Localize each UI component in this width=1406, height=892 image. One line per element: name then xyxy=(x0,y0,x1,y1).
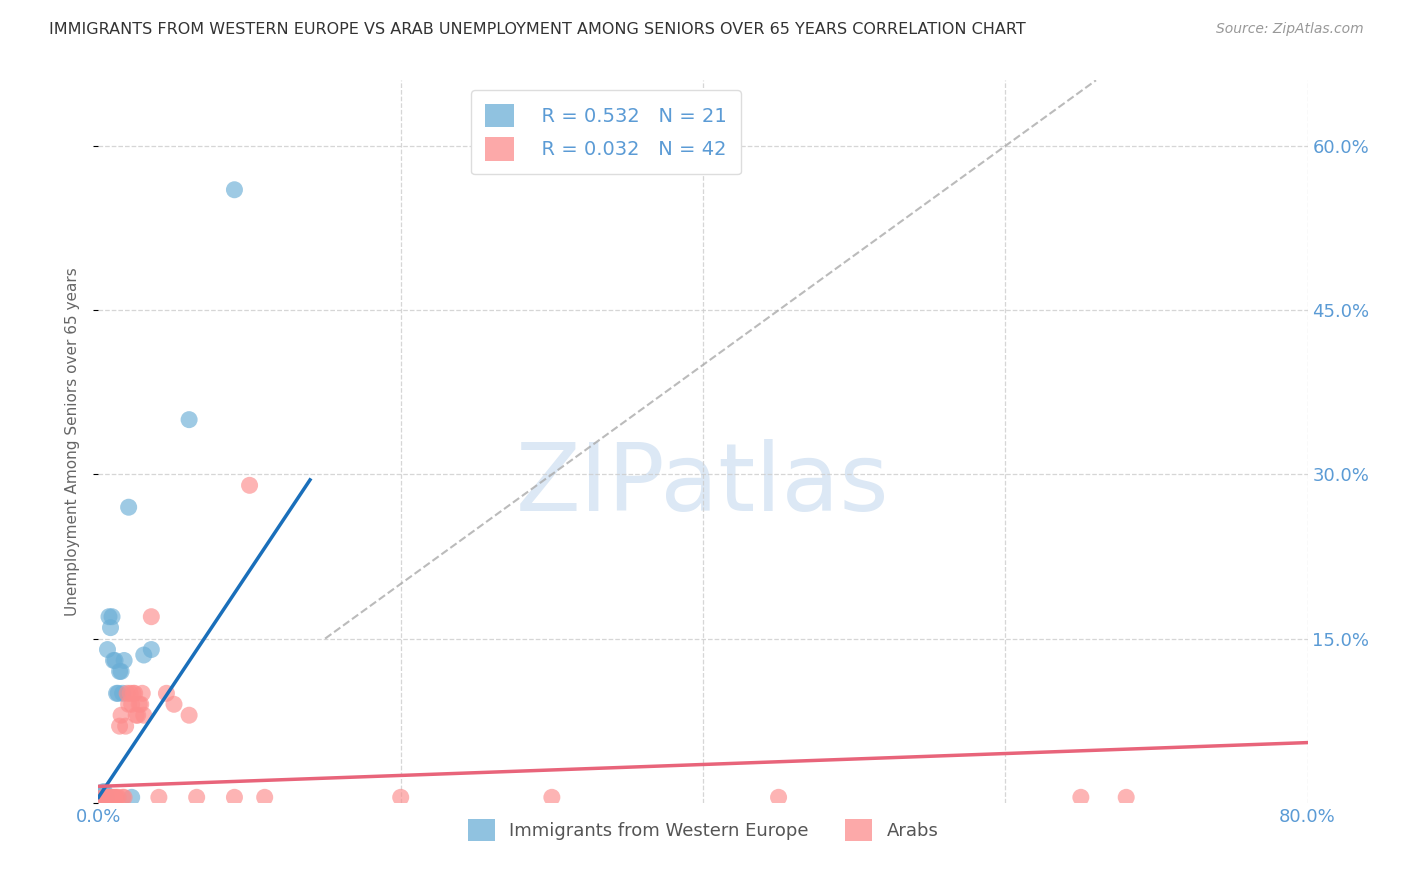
Point xyxy=(121,790,143,805)
Point xyxy=(253,790,276,805)
Point xyxy=(124,686,146,700)
Point xyxy=(163,698,186,712)
Point xyxy=(101,790,124,805)
Point xyxy=(96,790,118,805)
Point xyxy=(239,478,262,492)
Point xyxy=(148,790,170,805)
Point xyxy=(105,790,128,805)
Point xyxy=(132,708,155,723)
Point xyxy=(768,790,790,805)
Point xyxy=(141,642,163,657)
Text: Source: ZipAtlas.com: Source: ZipAtlas.com xyxy=(1216,22,1364,37)
Point xyxy=(98,790,121,805)
Point xyxy=(104,790,127,805)
Point xyxy=(540,790,562,805)
Point xyxy=(224,183,246,197)
Point xyxy=(103,653,125,667)
Point xyxy=(114,719,136,733)
Point xyxy=(132,648,155,662)
Point xyxy=(155,686,177,700)
Y-axis label: Unemployment Among Seniors over 65 years: Unemployment Among Seniors over 65 years xyxy=(65,268,80,615)
Point xyxy=(103,790,125,805)
Point xyxy=(122,686,145,700)
Point xyxy=(108,665,131,679)
Point xyxy=(100,790,122,805)
Point xyxy=(389,790,412,805)
Text: IMMIGRANTS FROM WESTERN EUROPE VS ARAB UNEMPLOYMENT AMONG SENIORS OVER 65 YEARS : IMMIGRANTS FROM WESTERN EUROPE VS ARAB U… xyxy=(49,22,1026,37)
Point xyxy=(120,686,142,700)
Point xyxy=(96,642,118,657)
Point xyxy=(115,686,138,700)
Legend: Immigrants from Western Europe, Arabs: Immigrants from Western Europe, Arabs xyxy=(457,808,949,852)
Point xyxy=(112,653,135,667)
Point xyxy=(110,665,132,679)
Point xyxy=(110,708,132,723)
Point xyxy=(101,609,124,624)
Point xyxy=(107,686,129,700)
Point xyxy=(94,790,117,805)
Point xyxy=(118,500,141,515)
Point xyxy=(111,686,134,700)
Point xyxy=(98,609,121,624)
Point xyxy=(179,708,201,723)
Point xyxy=(112,790,135,805)
Point xyxy=(127,708,149,723)
Point xyxy=(107,790,129,805)
Point xyxy=(100,621,122,635)
Point xyxy=(105,686,128,700)
Point xyxy=(93,790,115,805)
Point xyxy=(91,785,114,799)
Point xyxy=(91,790,114,805)
Point xyxy=(128,698,150,712)
Point xyxy=(125,708,148,723)
Point xyxy=(111,790,134,805)
Point xyxy=(129,698,152,712)
Point xyxy=(118,698,141,712)
Point xyxy=(1115,790,1137,805)
Point xyxy=(94,790,117,805)
Point xyxy=(186,790,208,805)
Point xyxy=(141,609,163,624)
Point xyxy=(108,719,131,733)
Point xyxy=(131,686,153,700)
Point xyxy=(93,785,115,799)
Point xyxy=(224,790,246,805)
Point xyxy=(1070,790,1092,805)
Text: ZIPatlas: ZIPatlas xyxy=(516,439,890,531)
Point xyxy=(104,653,127,667)
Point xyxy=(179,412,201,426)
Point xyxy=(121,698,143,712)
